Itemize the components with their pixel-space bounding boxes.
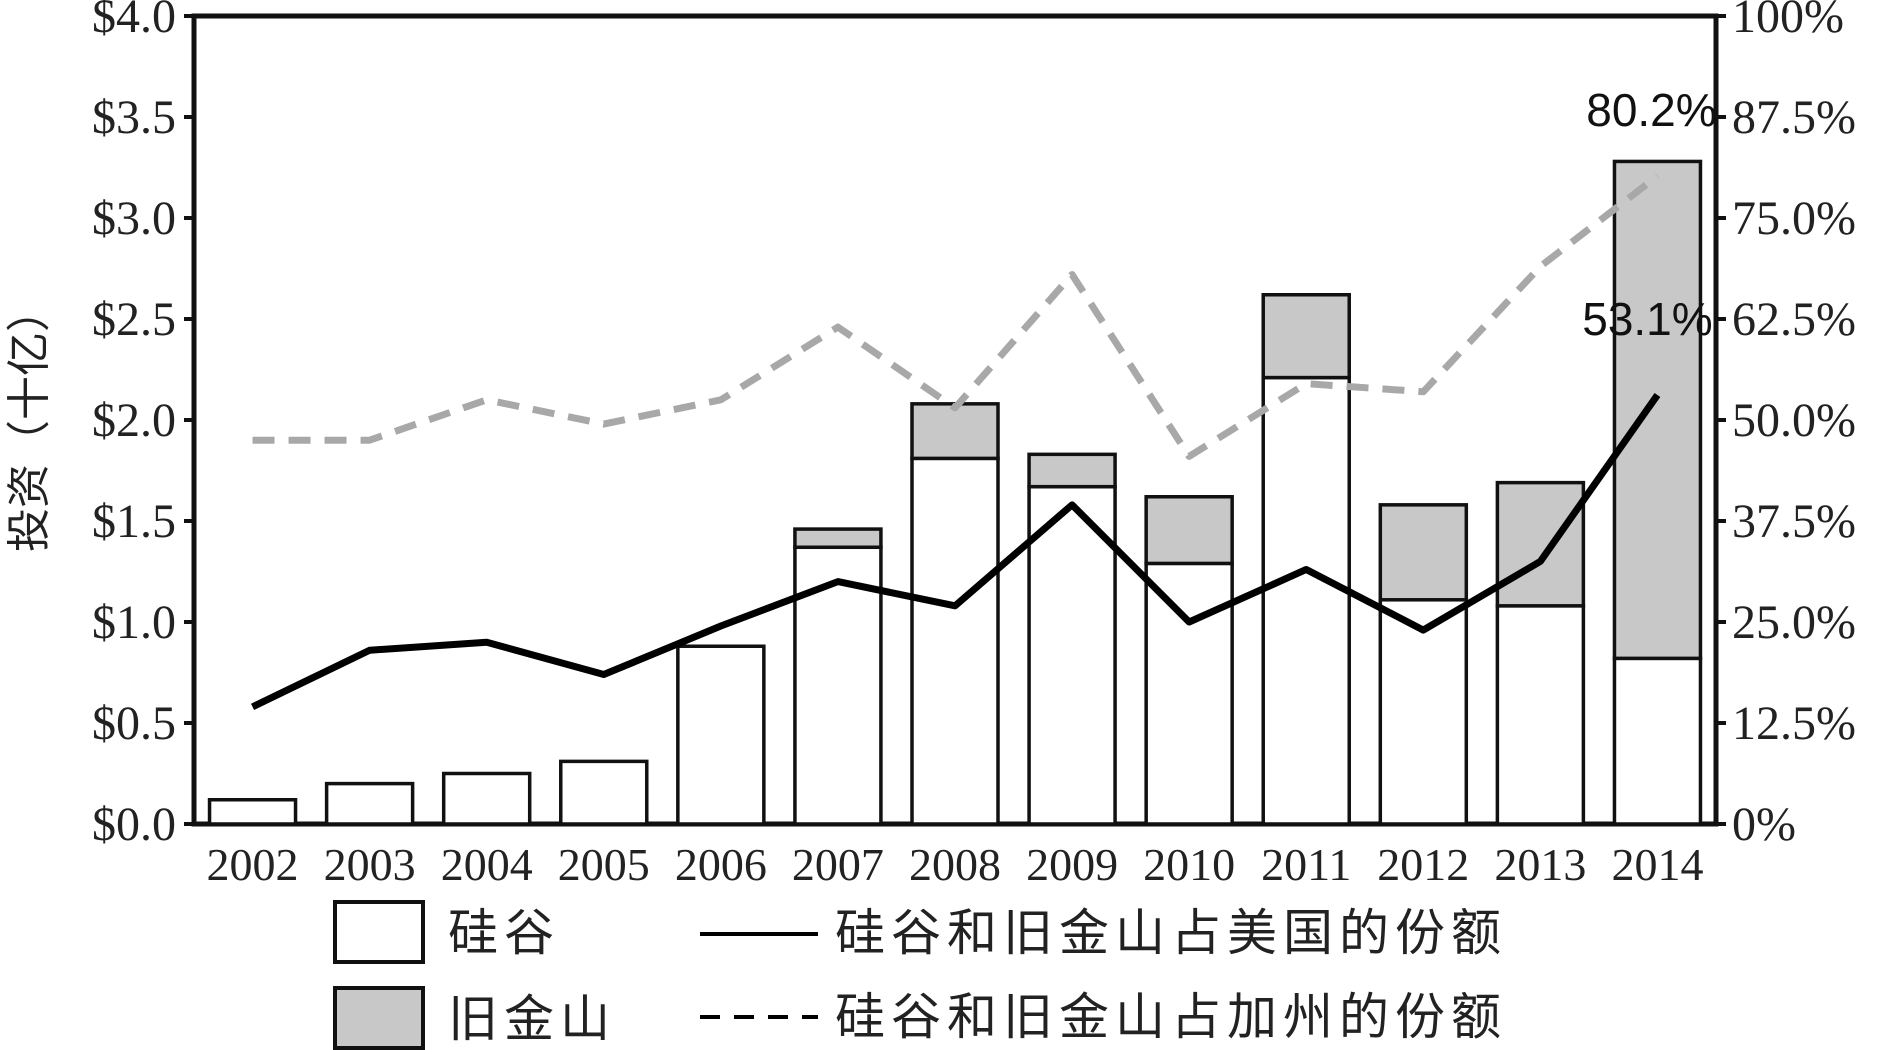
y-tick-label-0.0: $0.0 [92,798,176,851]
x-tick-label-2014: 2014 [1611,839,1703,890]
x-tick-label-2003: 2003 [324,839,416,890]
y2-tick-label-25.0: 25.0% [1732,596,1856,649]
y-tick-label-4.0: $4.0 [92,0,176,43]
bar-silicon-valley-2014 [1612,656,1703,826]
bar-san-francisco-2014 [1612,159,1703,661]
y-tick-label-0.5: $0.5 [92,697,176,750]
legend-label-us-share: 硅谷和旧金山占美国的份额 [835,904,1507,962]
y-tick-label-2.5: $2.5 [92,293,176,346]
bar-san-francisco-2013 [1495,480,1586,608]
bar-silicon-valley-2002 [207,798,298,826]
bar-silicon-valley-2006 [676,644,766,826]
bar-silicon-valley-2003 [324,781,415,826]
bar-san-francisco-2010 [1144,495,1234,566]
y-tick-label-3.0: $3.0 [92,192,176,245]
bar-silicon-valley-2010 [1144,561,1234,826]
y2-tick-label-12.5: 12.5% [1732,697,1856,750]
legend-swatch-san-francisco [333,986,425,1050]
legend-swatch-silicon-valley [333,900,425,964]
line-us-share [251,392,1661,710]
y2-tick-label-75.0: 75.0% [1732,192,1856,245]
bar-san-francisco-2007 [793,527,883,550]
y-tick-label-2.0: $2.0 [92,394,176,447]
bar-silicon-valley-2005 [559,759,649,826]
plot-area: $0.0 $0.5 $1.0 $1.5 $2.0 $2.5 $3.0 $3.5 $4.0 0% 12… [92,0,1856,890]
x-tick-label-2013: 2013 [1494,839,1586,890]
y2-tick-label-0: 0% [1732,798,1796,851]
annotation-ca-share-2014: 80.2% [1586,84,1716,136]
x-tick-label-2008: 2008 [909,839,1001,890]
x-tick-label-2010: 2010 [1143,839,1235,890]
y-tick-label-3.5: $3.5 [92,91,176,144]
legend-label-silicon-valley: 硅谷 [448,904,560,962]
legend: 硅谷 旧金山 硅谷和旧金山占美国的份额 硅谷和旧金山占加州的份额 [333,900,1507,1050]
bar-silicon-valley-2009 [1027,484,1117,826]
bar-silicon-valley-2011 [1261,375,1351,826]
x-tick-label-2007: 2007 [792,839,884,890]
y-tick-label-1.5: $1.5 [92,495,176,548]
line-ca-share [252,173,1660,460]
x-tick-label-2004: 2004 [441,839,533,890]
y-axis-label: 投资（十亿） [4,288,55,552]
x-tick-label-2009: 2009 [1026,839,1118,890]
x-tick-label-2002: 2002 [207,839,299,890]
bar-silicon-valley-2012 [1378,598,1469,826]
y2-tick-label-62.5: 62.5% [1732,293,1856,346]
bar-silicon-valley-2004 [441,771,532,826]
bar-san-francisco-2008 [910,402,1000,461]
bar-san-francisco-2009 [1027,452,1117,489]
x-tick-label-2005: 2005 [558,839,650,890]
y-tick-label-1.0: $1.0 [92,596,176,649]
y2-tick-label-50.0: 50.0% [1732,394,1856,447]
y2-tick-label-100: 100% [1732,0,1844,43]
x-tick-label-2006: 2006 [675,839,767,890]
y-axis-title: 投资（十亿） [4,288,55,552]
y2-tick-label-37.5: 37.5% [1732,495,1856,548]
bar-san-francisco-2012 [1378,503,1469,602]
bar-san-francisco-2011 [1261,293,1351,380]
x-tick-label-2012: 2012 [1377,839,1469,890]
legend-label-san-francisco: 旧金山 [448,990,616,1048]
y2-tick-label-87.5: 87.5% [1732,91,1856,144]
annotation-us-share-2014: 53.1% [1582,293,1712,345]
bar-silicon-valley-2008 [910,456,1000,826]
legend-label-ca-share: 硅谷和旧金山占加州的份额 [835,988,1507,1046]
x-tick-label-2011: 2011 [1261,839,1351,890]
bar-silicon-valley-2013 [1495,604,1586,826]
